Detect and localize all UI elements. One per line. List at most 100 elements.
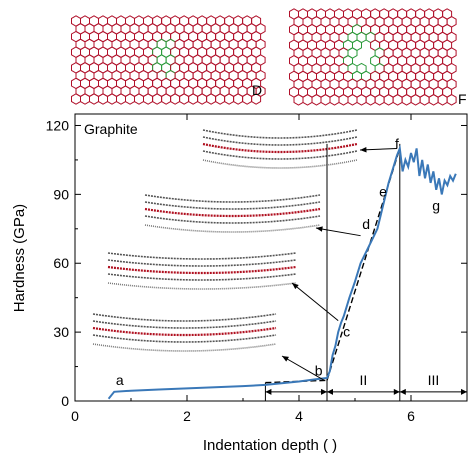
layer-line bbox=[107, 259, 297, 267]
hex-cell bbox=[197, 93, 208, 105]
hex-cell bbox=[71, 93, 81, 105]
x-tick-label: 0 bbox=[71, 408, 79, 424]
hex-cell bbox=[143, 93, 154, 105]
arrow-head bbox=[360, 147, 367, 153]
panel-label-d: D bbox=[252, 82, 262, 98]
hex-cell bbox=[338, 94, 349, 106]
hex-cell bbox=[401, 94, 412, 106]
y-tick-label: 30 bbox=[53, 324, 69, 340]
hex-cell bbox=[356, 94, 367, 106]
point-label-e: e bbox=[379, 184, 387, 200]
hex-cell bbox=[365, 94, 376, 106]
point-label-g: g bbox=[432, 197, 440, 213]
layer-line bbox=[107, 282, 297, 290]
hex-cell bbox=[302, 94, 313, 106]
hex-cell bbox=[437, 94, 448, 106]
point-label-a: a bbox=[116, 372, 124, 388]
point-label-d: d bbox=[362, 216, 370, 232]
hex-cell bbox=[80, 93, 90, 105]
chart-title: Graphite bbox=[84, 121, 138, 137]
y-tick-label: 60 bbox=[53, 255, 69, 271]
hex-cell bbox=[347, 94, 358, 106]
region-label: II bbox=[360, 372, 368, 388]
hex-cell bbox=[224, 93, 235, 105]
x-axis-label: Indentation depth ( ) bbox=[203, 437, 337, 454]
hex-cell bbox=[188, 93, 199, 105]
layer-line bbox=[144, 194, 321, 203]
hex-cell bbox=[89, 93, 99, 105]
hex-cell bbox=[242, 93, 253, 105]
hex-cell bbox=[152, 93, 163, 105]
hex-cell bbox=[374, 94, 385, 106]
layer-line bbox=[144, 215, 321, 224]
hex-cell bbox=[206, 93, 217, 105]
pointer-arrow bbox=[291, 282, 339, 322]
hex-cell bbox=[116, 93, 126, 105]
hex-cell bbox=[428, 94, 439, 106]
layer-line bbox=[92, 326, 277, 337]
hex-cell bbox=[293, 94, 304, 106]
layer-line bbox=[92, 343, 277, 352]
pointer-arrow bbox=[281, 355, 325, 381]
layer-line bbox=[92, 313, 277, 322]
arrow-head bbox=[292, 283, 299, 290]
point-label-c: c bbox=[343, 324, 350, 340]
arrow-head bbox=[321, 388, 327, 395]
layer-line bbox=[202, 136, 358, 146]
hex-cell bbox=[233, 93, 244, 105]
x-tick-label: 2 bbox=[183, 408, 191, 424]
layer-line bbox=[107, 265, 297, 275]
hex-cell bbox=[410, 94, 421, 106]
layer-line bbox=[202, 142, 358, 154]
arrow-head bbox=[265, 388, 272, 395]
indentation-snapshots bbox=[92, 129, 358, 352]
graphene-sheet-d bbox=[70, 15, 266, 105]
hex-cell bbox=[125, 93, 135, 105]
x-tick-label: 6 bbox=[407, 408, 415, 424]
hex-cell bbox=[170, 93, 181, 105]
layer-line bbox=[202, 159, 358, 169]
hex-cell bbox=[179, 93, 190, 105]
graphene-sheet-f bbox=[289, 8, 457, 106]
hex-cell bbox=[98, 93, 108, 105]
layer-line bbox=[107, 273, 297, 281]
hex-cell bbox=[311, 94, 322, 106]
layer-line bbox=[202, 129, 358, 139]
hex-cell bbox=[392, 94, 403, 106]
pointer-arrow bbox=[315, 227, 361, 237]
y-tick-label: 120 bbox=[46, 117, 70, 133]
hex-cell bbox=[215, 93, 226, 105]
hex-cell bbox=[251, 93, 262, 105]
hardness-series-line bbox=[107, 144, 457, 400]
y-axis-label: Hardness (GPa) bbox=[11, 204, 28, 312]
point-label-f: f bbox=[395, 135, 399, 151]
region-label: III bbox=[428, 372, 440, 388]
hex-cell bbox=[419, 94, 430, 106]
x-tick-label: 4 bbox=[295, 408, 303, 424]
layer-line bbox=[92, 320, 277, 329]
y-tick-label: 0 bbox=[61, 393, 69, 409]
hex-cell bbox=[446, 94, 457, 106]
layer-line bbox=[144, 207, 321, 218]
panel-label-f: F bbox=[458, 91, 467, 107]
point-label-b: b bbox=[315, 363, 323, 379]
hex-cell bbox=[161, 93, 172, 105]
arrow-head bbox=[461, 388, 467, 395]
layer-line bbox=[144, 201, 321, 210]
arrow-head bbox=[393, 388, 400, 395]
plot-frame bbox=[74, 113, 468, 402]
layer-line bbox=[202, 150, 358, 160]
layer-line bbox=[144, 224, 321, 233]
hex-cell bbox=[320, 94, 331, 106]
hex-cell bbox=[329, 94, 340, 106]
hex-cell bbox=[107, 93, 117, 105]
arrow-head bbox=[327, 388, 333, 395]
hex-cell bbox=[383, 94, 394, 106]
layer-line bbox=[107, 252, 297, 260]
arrow-head bbox=[399, 388, 406, 395]
y-tick-label: 90 bbox=[53, 186, 69, 202]
arrow-head bbox=[316, 226, 323, 232]
